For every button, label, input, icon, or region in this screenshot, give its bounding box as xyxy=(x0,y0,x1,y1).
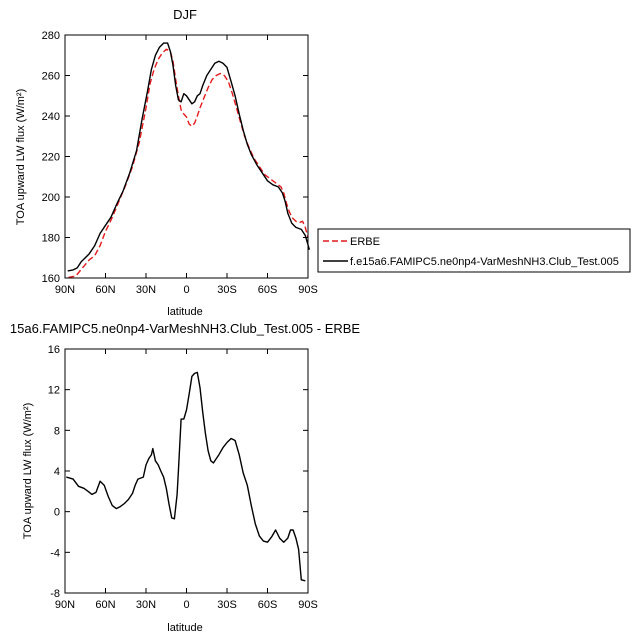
bottom-y-tick-label: 12 xyxy=(48,385,60,397)
bottom-y-tick-label: -4 xyxy=(50,547,60,559)
legend-label-model: f.e15a6.FAMIPC5.ne0np4-VarMeshNH3.Club_T… xyxy=(350,256,619,268)
bottom-x-tick-label: 0 xyxy=(183,599,189,611)
top-x-tick-label: 0 xyxy=(183,284,189,296)
bottom-x-tick-label: 60N xyxy=(95,599,115,611)
top-y-axis-label: TOA upward LW flux (W/m²) xyxy=(15,89,27,226)
bottom-chart-title: 15a6.FAMIPC5.ne0np4-VarMeshNH3.Club_Test… xyxy=(10,321,361,336)
top-series-line-1 xyxy=(67,42,311,272)
top-axis-ticks: 90N 60N 30N 0 30S 60S 90S 160 180 200 220 240 260 280 xyxy=(42,30,318,296)
legend: ERBE f.e15a6.FAMIPC5.ne0np4-VarMeshNH3.C… xyxy=(317,228,631,273)
bottom-panel: 15a6.FAMIPC5.ne0np4-VarMeshNH3.Club_Test… xyxy=(10,321,361,634)
top-y-tick-label: 200 xyxy=(42,192,60,204)
top-chart-title: DJF xyxy=(173,7,197,22)
bottom-y-tick-label: -8 xyxy=(50,588,60,600)
bottom-x-tick-label: 30N xyxy=(136,599,156,611)
top-x-tick-label: 30S xyxy=(217,284,237,296)
top-x-axis-label: latitude xyxy=(167,306,202,318)
top-x-tick-label: 60N xyxy=(95,284,115,296)
top-x-tick-label: 90S xyxy=(298,284,318,296)
bottom-y-tick-label: 0 xyxy=(54,507,60,519)
bottom-x-tick-label: 60S xyxy=(258,599,278,611)
bottom-y-tick-label: 16 xyxy=(48,344,60,356)
bottom-y-tick-label: 4 xyxy=(54,466,60,478)
bottom-y-tick-label: 8 xyxy=(54,425,60,437)
bottom-x-tick-label: 90N xyxy=(55,599,75,611)
top-y-tick-label: 240 xyxy=(42,111,60,123)
top-y-tick-label: 160 xyxy=(42,273,60,285)
bottom-series-line-0 xyxy=(66,371,306,582)
bottom-x-tick-label: 30S xyxy=(217,599,237,611)
top-series-lines xyxy=(67,42,311,279)
legend-box xyxy=(317,228,631,273)
top-x-tick-label: 60S xyxy=(258,284,278,296)
bottom-x-axis-label: latitude xyxy=(167,622,202,634)
top-y-tick-label: 220 xyxy=(42,152,60,164)
bottom-series-lines xyxy=(66,371,306,582)
top-y-tick-label: 180 xyxy=(42,233,60,245)
top-panel: DJF 90N 60N 30N 0 30S 60S 90S 160 180 200 220 240 26… xyxy=(15,7,318,318)
bottom-y-axis-label: TOA upward LW flux (W/m²) xyxy=(22,403,34,540)
top-plot-frame xyxy=(64,34,309,279)
top-x-tick-label: 30N xyxy=(136,284,156,296)
top-y-tick-label: 260 xyxy=(42,71,60,83)
bottom-axis-ticks: 90N 60N 30N 0 30S 60S 90S -8 -4 0 4 8 12 16 xyxy=(48,344,318,611)
top-y-tick-label: 280 xyxy=(42,30,60,42)
top-series-line-0 xyxy=(68,48,309,279)
bottom-plot-frame xyxy=(64,348,309,594)
top-x-tick-label: 90N xyxy=(55,284,75,296)
bottom-x-tick-label: 90S xyxy=(298,599,318,611)
legend-label-erbe: ERBE xyxy=(350,236,380,248)
